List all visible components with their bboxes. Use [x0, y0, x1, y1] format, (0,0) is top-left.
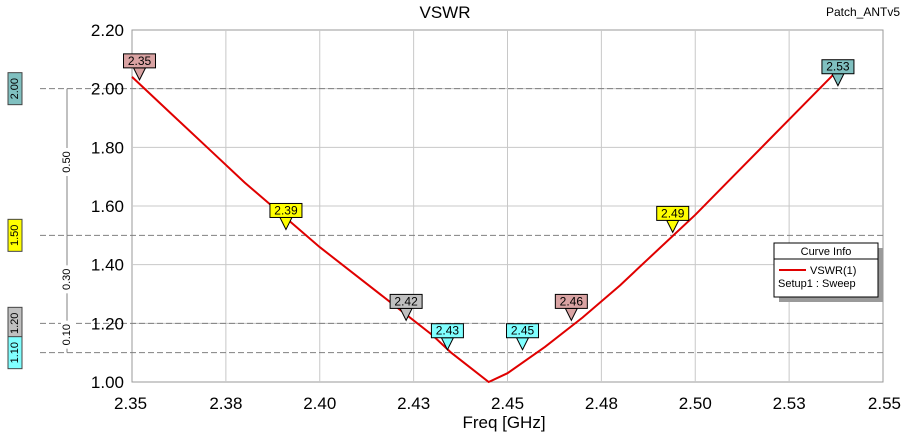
reference-badge-label: 1.10: [9, 342, 21, 363]
marker-label: 2.39: [274, 203, 298, 217]
delta-label-bg: [61, 320, 73, 349]
marker-label-box: [506, 323, 540, 339]
x-tick-label: 2.40: [303, 394, 336, 413]
marker[interactable]: 2.42: [389, 293, 423, 322]
reference-badge: 1.20: [7, 306, 23, 340]
y-tick-label: 1.00: [91, 373, 124, 392]
marker-label: 2.49: [661, 206, 685, 220]
side-scale: 2.00 1.50 1.20 1.10 0.50 0.30 0.10: [7, 72, 73, 370]
project-label: Patch_ANTv5: [826, 5, 900, 19]
delta-label: 0.10: [61, 324, 73, 345]
marker[interactable]: 2.46: [554, 293, 588, 322]
delta-indicator: 0.10: [61, 320, 73, 353]
legend-entry: VSWR(1): [810, 265, 856, 277]
marker-label-box: [123, 53, 157, 69]
delta-indicator: 0.30: [61, 235, 73, 324]
x-tick-label: 2.50: [679, 394, 712, 413]
delta-label: 0.50: [61, 151, 73, 172]
legend-subentry: Setup1 : Sweep: [778, 278, 856, 290]
reference-badge: 2.00: [7, 72, 23, 106]
reference-badge-box: [7, 218, 23, 252]
marker-label-box: [554, 293, 588, 309]
x-tick-label: 2.53: [773, 394, 806, 413]
x-tick-labels: 2.35 2.38 2.40 2.43 2.45 2.48 2.50 2.53 2.55: [114, 394, 901, 413]
marker-label: 2.46: [560, 294, 584, 308]
reference-badge-label: 2.00: [9, 78, 21, 99]
legend-title: Curve Info: [801, 246, 852, 258]
marker[interactable]: 2.53: [821, 59, 855, 87]
y-tick-label: 1.40: [91, 256, 124, 275]
reference-badge-box: [7, 336, 23, 370]
reference-badge-box: [7, 72, 23, 106]
marker-label: 2.45: [511, 324, 535, 338]
y-tick-label: 1.80: [91, 138, 124, 157]
chart-title: VSWR: [420, 3, 471, 22]
marker-label-box: [821, 59, 855, 75]
marker-label-box: [269, 202, 303, 218]
marker-label-box: [656, 205, 690, 221]
marker-label-box: [430, 323, 464, 339]
x-tick-label: 2.43: [397, 394, 430, 413]
x-axis-label: Freq [GHz]: [462, 413, 545, 432]
marker-layer: 2.35 2.39 2.42 2.43 2.45 2.46 2.49 2.53: [123, 53, 855, 351]
delta-label-bg: [61, 265, 73, 294]
marker-label: 2.42: [394, 294, 418, 308]
y-tick-label: 2.20: [91, 21, 124, 40]
marker-label-box: [389, 293, 423, 309]
x-tick-label: 2.48: [585, 394, 618, 413]
delta-label: 0.30: [61, 269, 73, 290]
marker[interactable]: 2.45: [506, 323, 540, 351]
x-tick-label: 2.38: [209, 394, 242, 413]
reference-badge: 1.10: [7, 336, 23, 370]
marker-label: 2.35: [128, 54, 152, 68]
delta-indicator: 0.50: [61, 88, 73, 236]
x-tick-label: 2.55: [868, 394, 901, 413]
reference-lines: [40, 88, 883, 354]
marker[interactable]: 2.49: [656, 205, 690, 234]
x-tick-label: 2.45: [491, 394, 524, 413]
x-tick-label: 2.35: [114, 394, 147, 413]
y-tick-labels: 1.00 1.20 1.40 1.60 1.80 2.00 2.20: [91, 21, 124, 392]
marker-label: 2.43: [436, 324, 460, 338]
reference-badge-label: 1.50: [9, 225, 21, 246]
reference-badge: 1.50: [7, 218, 23, 252]
y-tick-label: 1.20: [91, 314, 124, 333]
marker[interactable]: 2.43: [430, 323, 464, 351]
series-layer: [131, 61, 847, 384]
marker-label: 2.53: [826, 60, 850, 74]
reference-badge-label: 1.20: [9, 313, 21, 334]
delta-label-bg: [61, 148, 73, 176]
y-tick-label: 2.00: [91, 80, 124, 99]
legend[interactable]: Curve Info VSWR(1) Setup1 : Sweep: [773, 242, 883, 302]
marker[interactable]: 2.35: [123, 53, 157, 81]
series-line-vswr: [131, 61, 847, 384]
y-tick-label: 1.60: [91, 197, 124, 216]
marker[interactable]: 2.39: [269, 202, 303, 231]
